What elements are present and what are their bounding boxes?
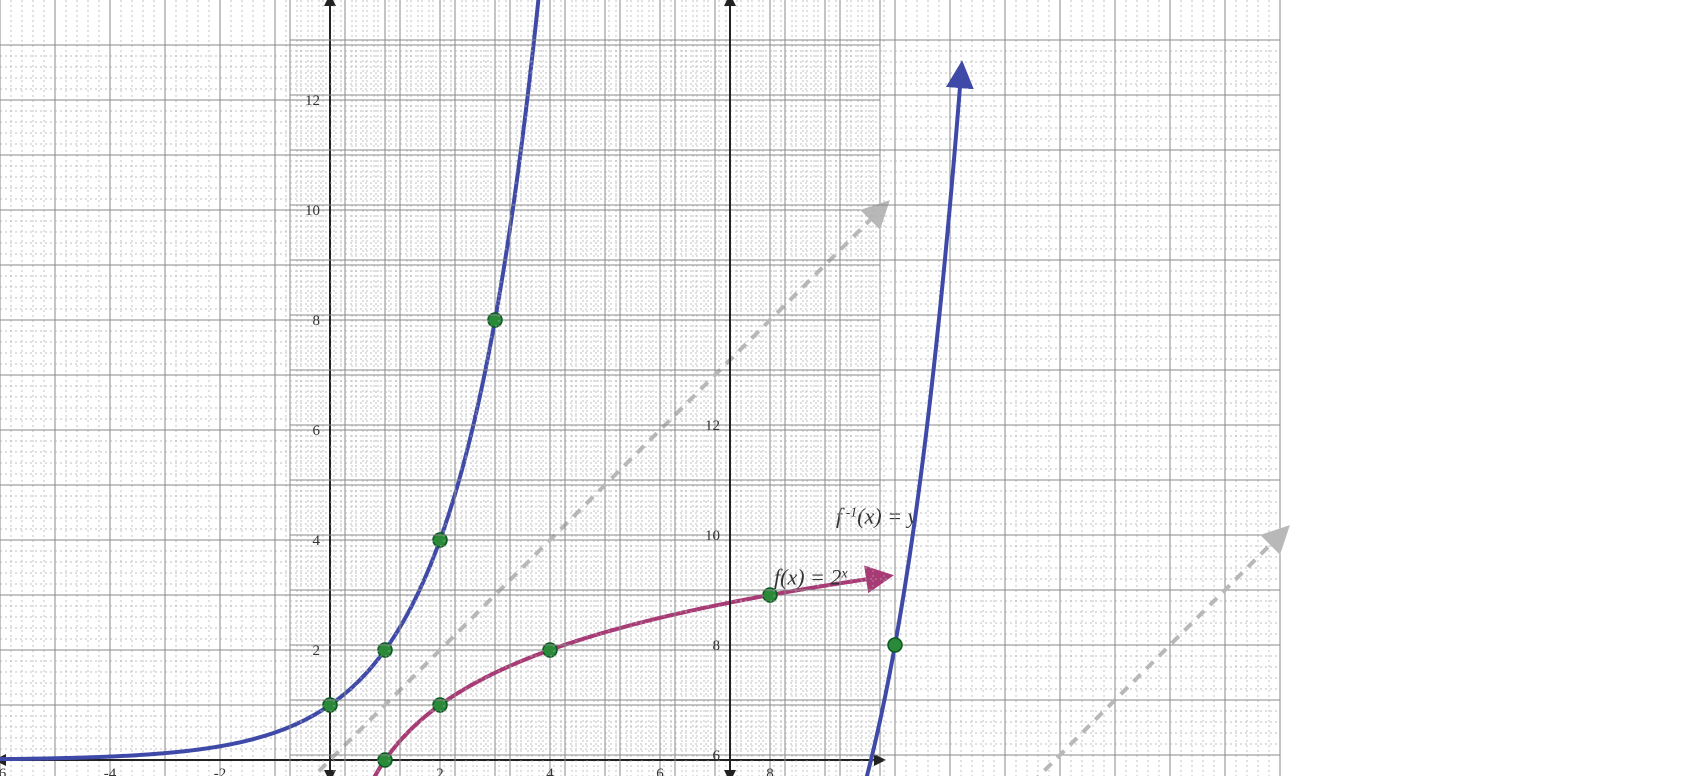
svg-text:8: 8: [766, 766, 774, 776]
chart-canvas: -6-4-2246824681012f -1(x) = y681012f(x) …: [0, 0, 1700, 776]
plot-right: 6 8 10 12 f(x) = 2x: [290, 0, 1280, 776]
tick-labels: 6 8 10 12: [705, 418, 721, 764]
svg-text:6: 6: [713, 748, 721, 764]
plot-left: -6-4-2246824681012f -1(x) = y: [0, 0, 918, 776]
labels: f -1(x) = y: [836, 504, 918, 529]
curve-log: [351, 577, 880, 776]
curve-exp: [0, 0, 542, 760]
svg-text:10: 10: [705, 528, 720, 544]
chart-label: f -1(x) = y: [836, 504, 918, 529]
grid: [0, 0, 880, 776]
labels: f(x) = 2x: [774, 565, 848, 590]
svg-text:-6: -6: [0, 766, 7, 776]
points: [888, 638, 902, 652]
svg-text:12: 12: [705, 418, 720, 434]
svg-text:4: 4: [546, 766, 554, 776]
svg-text:-2: -2: [214, 766, 227, 776]
curve-yx: [981, 535, 1280, 776]
svg-text:2: 2: [436, 766, 444, 776]
chart-label: f(x) = 2x: [774, 565, 848, 590]
svg-text:-4: -4: [104, 766, 117, 776]
svg-text:6: 6: [656, 766, 664, 776]
plot-point: [888, 638, 902, 652]
svg-text:8: 8: [713, 638, 721, 654]
grid: [290, 0, 1280, 776]
